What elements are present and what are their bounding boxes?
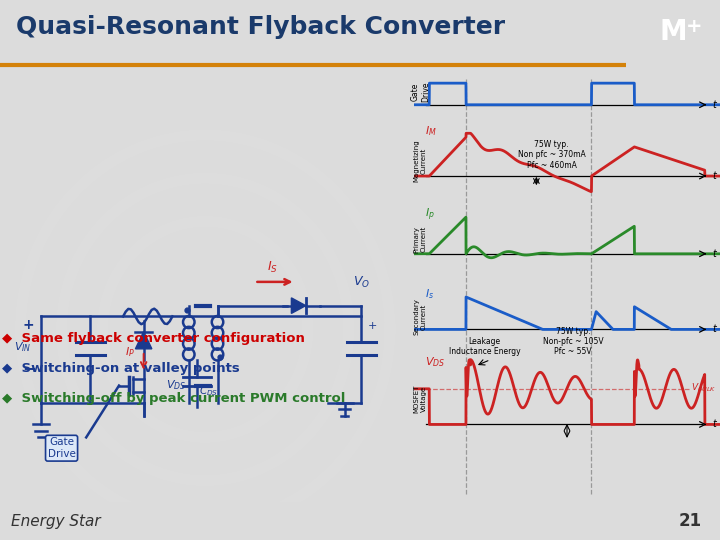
Text: Quasi-Resonant Flyback Converter: Quasi-Resonant Flyback Converter (16, 15, 505, 39)
Text: $C_{DS}$: $C_{DS}$ (199, 384, 218, 398)
Text: Energy Star: Energy Star (11, 514, 100, 529)
Text: Primary
Current: Primary Current (413, 226, 427, 253)
Text: $I_S$: $I_S$ (266, 260, 278, 275)
Text: Gate
Drive: Gate Drive (48, 437, 76, 459)
Polygon shape (135, 332, 152, 349)
Text: 21: 21 (679, 512, 702, 530)
Text: $V_{DS}$: $V_{DS}$ (166, 377, 186, 392)
Text: M: M (660, 18, 687, 45)
Text: Gate
Drive: Gate Drive (410, 82, 430, 102)
Text: $I_P$: $I_P$ (125, 345, 135, 359)
Text: +: + (685, 17, 702, 36)
Text: Leakage
Inductance Energy: Leakage Inductance Energy (449, 337, 520, 356)
Text: MOSFET
Voltage: MOSFET Voltage (413, 384, 427, 413)
Text: $V_O$: $V_O$ (353, 275, 370, 291)
Text: $V_{BULK}$: $V_{BULK}$ (691, 382, 716, 394)
Text: ◆  Switching-on at valley points: ◆ Switching-on at valley points (1, 362, 239, 375)
Text: $V_{IN}$: $V_{IN}$ (14, 340, 32, 354)
Text: +: + (367, 321, 377, 332)
Text: +: + (22, 318, 34, 332)
Text: $I_M$: $I_M$ (425, 124, 436, 138)
Text: $I_s$: $I_s$ (425, 287, 434, 301)
Text: t: t (712, 171, 716, 181)
Polygon shape (292, 298, 306, 313)
Text: t: t (712, 325, 716, 334)
Text: t: t (712, 420, 716, 429)
Text: 75W typ.
Non pfc ~ 370mA
Pfc ~ 460mA: 75W typ. Non pfc ~ 370mA Pfc ~ 460mA (518, 140, 585, 170)
Text: ◆  Same flyback converter configuration: ◆ Same flyback converter configuration (1, 332, 305, 345)
Text: −: − (22, 359, 37, 377)
Text: Secondary
Current: Secondary Current (413, 298, 427, 335)
Text: ◆  Switching-off by peak current PWM control: ◆ Switching-off by peak current PWM cont… (1, 392, 345, 405)
Text: 75W typ.
Non-pfc ~ 105V
Pfc ~ 55V: 75W typ. Non-pfc ~ 105V Pfc ~ 55V (543, 327, 603, 356)
Text: $I_p$: $I_p$ (425, 207, 435, 223)
Text: Magnetizing
Current: Magnetizing Current (413, 139, 427, 182)
Text: t: t (712, 249, 716, 259)
Text: t: t (712, 100, 716, 110)
Text: $V_{DS}$: $V_{DS}$ (425, 355, 445, 369)
